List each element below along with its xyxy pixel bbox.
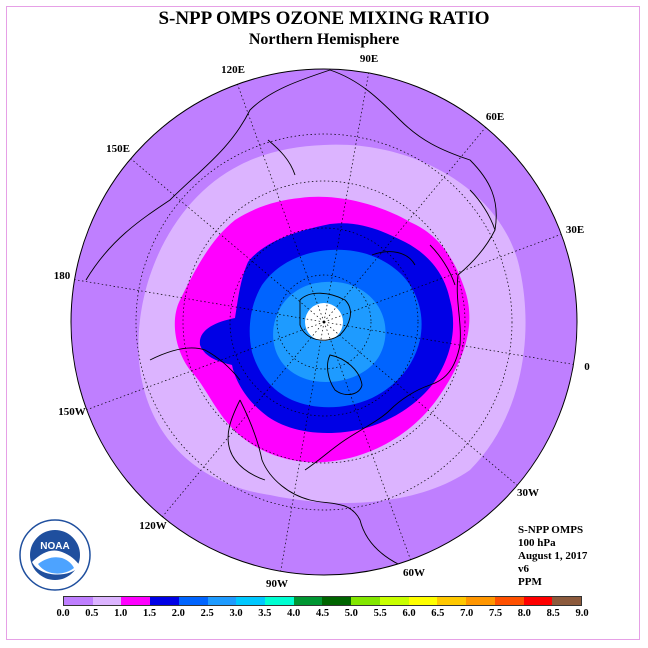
lon-label-90e: 90E	[360, 53, 378, 65]
colorbar-tick-label: 7.5	[488, 608, 503, 619]
colorbar-tick-label: 0.5	[85, 608, 99, 619]
colorbar-tick-label: 4.5	[315, 608, 330, 619]
lon-label-150w: 150W	[58, 406, 86, 418]
lon-label-90w: 90W	[266, 578, 288, 590]
colorbar-segment	[121, 597, 151, 605]
colorbar-segment	[64, 597, 93, 605]
colorbar-segment	[351, 597, 380, 605]
colorbar-tick-label: 9.0	[575, 608, 589, 619]
colorbar-tick-label: 8.0	[517, 608, 531, 619]
info-instrument: S-NPP OMPS	[518, 524, 584, 536]
lon-label-180: 180	[54, 270, 71, 282]
colorbar-segment	[466, 597, 495, 605]
info-level: 100 hPa	[518, 537, 556, 549]
colorbar-tick-label: 1.0	[114, 608, 128, 619]
lon-label-30w: 30W	[517, 487, 539, 499]
info-version: v6	[518, 563, 529, 575]
colorbar-segment	[178, 597, 208, 605]
colorbar-tick-label: 3.5	[258, 608, 272, 619]
colorbar-tick-label: 1.5	[142, 608, 157, 619]
info-block: S-NPP OMPS 100 hPa August 1, 2017 v6 PPM	[518, 524, 587, 589]
colorbar-segment	[552, 597, 581, 605]
colorbar	[63, 596, 582, 606]
colorbar-tick-label: 0.0	[56, 608, 70, 619]
colorbar-segment	[437, 597, 467, 605]
map-title: S-NPP OMPS OZONE MIXING RATIO	[158, 8, 490, 29]
colorbar-segment	[322, 597, 352, 605]
colorbar-segment	[207, 597, 237, 605]
colorbar-segment	[265, 597, 294, 605]
map-subtitle: Northern Hemisphere	[248, 31, 400, 48]
colorbar-segment	[293, 597, 323, 605]
figure-frame	[6, 6, 640, 640]
lon-label-120w: 120W	[139, 520, 167, 532]
colorbar-tick-label: 8.5	[546, 608, 560, 619]
colorbar-segment	[523, 597, 553, 605]
colorbar-tick-label: 2.5	[200, 608, 214, 619]
lon-label-30e: 30E	[566, 224, 584, 236]
colorbar-segment	[92, 597, 122, 605]
colorbar-tick-label: 6.5	[431, 608, 445, 619]
colorbar-segment	[379, 597, 409, 605]
colorbar-ticks: 0.0 0.5 1.0 1.5 2.0 2.5 3.0 3.5 4.0 4.5 5.0 5.5 6.0 6…	[56, 606, 588, 622]
colorbar-tick-label: 6.0	[402, 608, 416, 619]
lon-label-150e: 150E	[106, 143, 130, 155]
colorbar-segment	[236, 597, 266, 605]
noaa-logo: NOAA	[19, 519, 91, 591]
lon-label-60e: 60E	[486, 111, 504, 123]
colorbar-tick-label: 7.0	[460, 608, 474, 619]
colorbar-tick-label: 5.5	[373, 608, 387, 619]
colorbar-tick-label: 5.0	[344, 608, 358, 619]
lon-label-60w: 60W	[403, 567, 425, 579]
lon-label-0: 0	[584, 361, 590, 373]
colorbar-tick-label: 4.0	[287, 608, 301, 619]
map-border	[70, 68, 578, 576]
info-date: August 1, 2017	[518, 550, 588, 562]
colorbar-tick-label: 2.0	[171, 608, 185, 619]
colorbar-segment	[408, 597, 438, 605]
colorbar-tick-label: 3.0	[229, 608, 243, 619]
noaa-logo-text: NOAA	[40, 541, 69, 552]
graticule	[71, 70, 577, 575]
colorbar-segment	[150, 597, 179, 605]
lon-label-120e: 120E	[221, 64, 245, 76]
info-units: PPM	[518, 576, 542, 588]
colorbar-segment	[494, 597, 524, 605]
